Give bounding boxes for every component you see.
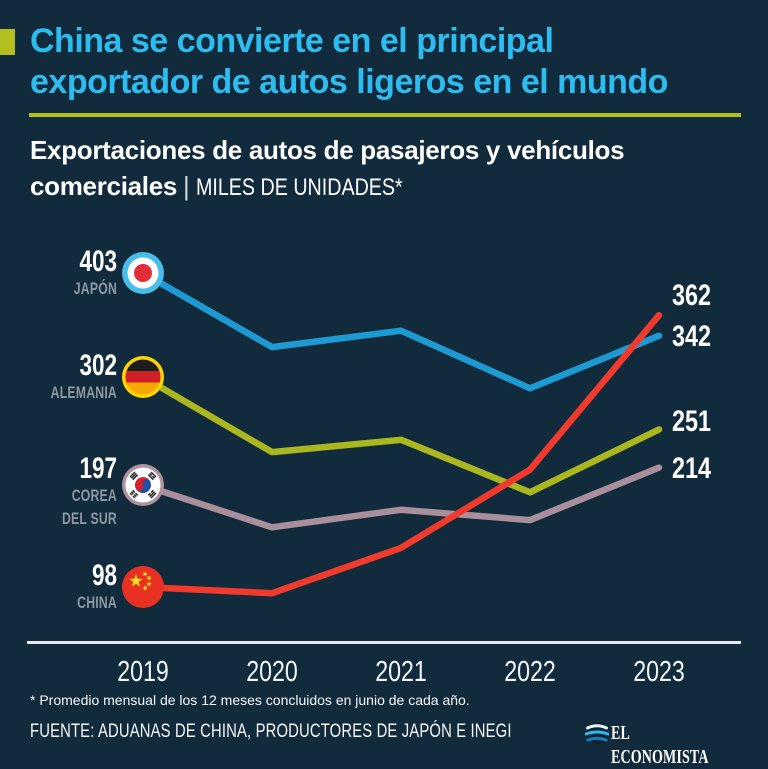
page-title: China se convierte en el principal expor… bbox=[30, 21, 750, 103]
south-korea-flag-icon bbox=[122, 464, 164, 506]
subtitle-unit: MILES DE UNIDADES* bbox=[195, 174, 403, 201]
title-divider bbox=[29, 113, 741, 117]
title-line2: exportador de autos ligeros en el mundo bbox=[30, 63, 668, 101]
series-line-germany bbox=[139, 373, 663, 496]
series-line-korea bbox=[139, 464, 663, 531]
start-value-japan: 403 bbox=[79, 245, 117, 278]
x-tick-2022: 2022 bbox=[504, 656, 556, 688]
el-economista-logo-text: EL ECONOMISTA bbox=[611, 722, 709, 768]
country-name-china: CHINA bbox=[77, 593, 117, 612]
footnote: * Promedio mensual de los 12 meses concl… bbox=[30, 692, 470, 708]
end-value-korea: 214 bbox=[672, 452, 712, 485]
series-label-china: 98 CHINA bbox=[7, 561, 117, 614]
country-name-germany: ALEMANIA bbox=[50, 383, 117, 402]
series-label-germany: 302 ALEMANIA bbox=[7, 351, 117, 404]
china-flag-icon bbox=[122, 566, 164, 608]
accent-bar bbox=[0, 29, 15, 55]
country-name-korea-line2: DEL SUR bbox=[61, 509, 117, 528]
subtitle-line1: Exportaciones de autos de pasajeros y ve… bbox=[30, 135, 625, 165]
x-axis-line bbox=[27, 641, 741, 644]
series-label-korea: 197 COREA DEL SUR bbox=[7, 454, 117, 530]
subtitle-line2-bold: comerciales bbox=[30, 171, 178, 201]
start-value-korea: 197 bbox=[79, 452, 117, 485]
title-line1: China se convierte en el principal bbox=[30, 22, 554, 60]
el-economista-logo-icon bbox=[585, 722, 609, 744]
series-line-japan bbox=[139, 269, 663, 392]
series-label-japan: 403 JAPÓN bbox=[7, 247, 117, 300]
germany-flag-icon bbox=[122, 356, 164, 398]
chart-subtitle: Exportaciones de autos de pasajeros y ve… bbox=[30, 132, 750, 206]
start-value-china: 98 bbox=[91, 559, 117, 592]
x-tick-2023: 2023 bbox=[633, 656, 685, 688]
japan-flag-icon bbox=[122, 252, 164, 294]
end-value-japan: 342 bbox=[672, 320, 712, 353]
subtitle-separator: | bbox=[183, 171, 190, 201]
source-credit: FUENTE: ADUANAS DE CHINA, PRODUCTORES DE… bbox=[30, 721, 512, 742]
start-value-germany: 302 bbox=[79, 349, 117, 382]
x-tick-2019: 2019 bbox=[117, 656, 169, 688]
end-value-china: 362 bbox=[672, 279, 712, 312]
series-line-china bbox=[139, 311, 663, 597]
x-tick-2020: 2020 bbox=[246, 656, 298, 688]
country-name-korea-line1: COREA bbox=[71, 486, 117, 505]
end-value-germany: 251 bbox=[672, 405, 712, 438]
x-tick-2021: 2021 bbox=[375, 656, 427, 688]
country-name-japan: JAPÓN bbox=[73, 279, 117, 298]
